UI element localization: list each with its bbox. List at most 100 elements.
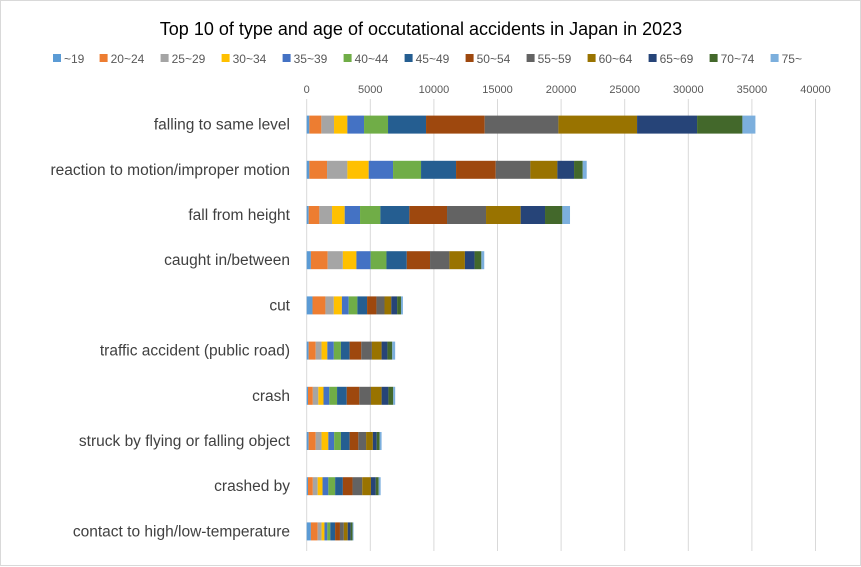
- bar-segment: [349, 341, 362, 360]
- bar-segment: [349, 432, 359, 450]
- bar-segment: [332, 206, 345, 224]
- category-label: struck by flying or falling object: [79, 433, 291, 450]
- bar-segment: [367, 296, 377, 315]
- legend-swatch: [587, 54, 596, 62]
- legend-label: 35~39: [294, 52, 328, 66]
- bar-segment: [307, 386, 313, 405]
- bar-segment: [312, 296, 326, 315]
- bar-segment: [481, 251, 485, 270]
- bar-segment: [582, 160, 587, 179]
- legend-swatch: [160, 54, 169, 62]
- bar-segment: [347, 160, 369, 179]
- bar-segment: [352, 477, 363, 496]
- bar-segment: [574, 160, 583, 179]
- bar-segment: [329, 386, 338, 405]
- bar-segment: [562, 206, 571, 224]
- bar-segment: [333, 296, 342, 315]
- bar-segment: [375, 477, 379, 496]
- bar-segment: [310, 251, 328, 270]
- bar-segment: [306, 341, 309, 360]
- bar-segment: [342, 251, 357, 270]
- bar-segment: [379, 432, 382, 450]
- bar-segment: [381, 386, 389, 405]
- bar-segment: [372, 432, 377, 450]
- bar-segment: [334, 115, 348, 134]
- bar-segment: [370, 477, 376, 496]
- legend-label: 75~: [782, 52, 802, 66]
- bar-segment: [323, 386, 330, 405]
- legend-swatch: [648, 54, 657, 62]
- bar-segment: [335, 522, 340, 541]
- bar-segment: [344, 206, 361, 224]
- bar-segment: [376, 432, 380, 450]
- bar-segment: [430, 251, 450, 270]
- bar-segment: [381, 341, 388, 360]
- bar-segment: [406, 251, 431, 270]
- legend-label: 45~49: [416, 52, 450, 66]
- bar-segment: [359, 386, 371, 405]
- bar-segment: [327, 251, 343, 270]
- bar-segment: [335, 477, 343, 496]
- bar-segment: [347, 522, 351, 541]
- bar-segment: [697, 115, 743, 134]
- bar-segment: [421, 160, 457, 179]
- legend-swatch: [282, 54, 291, 62]
- bar-segment: [388, 115, 427, 134]
- legend: ~19 20~24 25~29 30~34 35~39 40~44 45~49 50~54 55…: [53, 52, 802, 66]
- x-tick-label: 40000: [800, 84, 831, 96]
- bar-segment: [315, 432, 322, 450]
- bar-segment: [370, 386, 382, 405]
- y-axis-labels: falling to same level reaction to motion/…: [50, 117, 290, 541]
- bar-segment: [392, 341, 396, 360]
- bar-segment: [464, 251, 475, 270]
- bar-segment: [318, 386, 324, 405]
- legend-label: 20~24: [111, 52, 145, 66]
- bar-segment: [637, 115, 698, 134]
- category-label: cut: [269, 297, 290, 314]
- x-tick-label: 25000: [609, 84, 640, 96]
- bar-segment: [321, 522, 325, 541]
- category-label: traffic accident (public road): [100, 343, 290, 360]
- bar-segment: [337, 386, 347, 405]
- bar-segment: [340, 341, 350, 360]
- bar-segment: [366, 432, 373, 450]
- bar-segment: [357, 296, 368, 315]
- category-label: crashed by: [214, 478, 290, 495]
- bar-segment: [306, 296, 313, 315]
- bar-segment: [312, 477, 318, 496]
- bar-segment: [330, 522, 336, 541]
- bar-segment: [309, 160, 328, 179]
- bar-segment: [380, 206, 410, 224]
- legend-swatch: [53, 54, 61, 62]
- bar-segment: [360, 206, 381, 224]
- bar-segment: [386, 251, 407, 270]
- bar-segment: [321, 115, 335, 134]
- bar-segment: [327, 522, 331, 541]
- bar-segment: [306, 432, 309, 450]
- bar-segment: [356, 251, 371, 270]
- bar-segment: [370, 251, 387, 270]
- bar-segment: [384, 296, 392, 315]
- legend-swatch: [343, 54, 352, 62]
- bars: [306, 115, 756, 541]
- bar-segment: [315, 341, 322, 360]
- legend-swatch: [526, 54, 535, 62]
- bar-segment: [530, 160, 558, 179]
- bar-segment: [364, 115, 389, 134]
- bar-segment: [339, 522, 344, 541]
- bar-segment: [328, 432, 335, 450]
- bar-segment: [306, 206, 309, 224]
- bar-segment: [362, 477, 371, 496]
- bar-segment: [312, 386, 319, 405]
- bar-segment: [558, 115, 638, 134]
- bar-segment: [388, 386, 394, 405]
- x-tick-label: 20000: [546, 84, 577, 96]
- bar-segment: [361, 341, 372, 360]
- bar-segment: [484, 115, 559, 134]
- bar-segment: [486, 206, 521, 224]
- bar-segment: [346, 386, 360, 405]
- bar-segment: [306, 251, 311, 270]
- bar-segment: [308, 341, 316, 360]
- bar-segment: [333, 341, 341, 360]
